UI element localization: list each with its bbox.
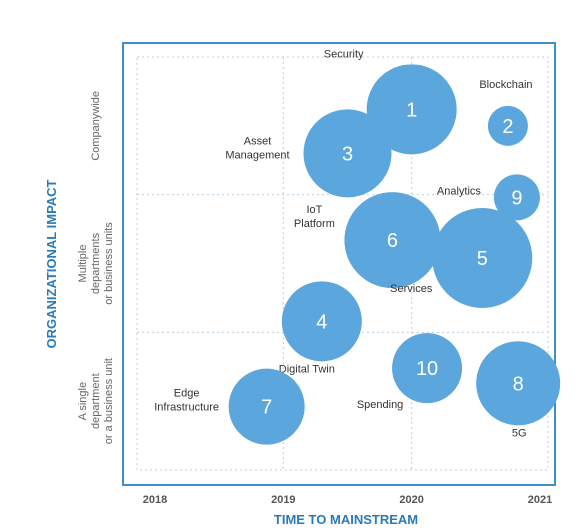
bubble-number: 3 xyxy=(342,143,353,165)
x-tick-label: 2019 xyxy=(271,494,295,506)
bubble-label: 5G xyxy=(512,427,527,439)
y-band-label-line: A single xyxy=(77,382,89,421)
bubble-2: 2 Blockchain xyxy=(479,79,533,146)
bubble-6: 6 IoT Platform xyxy=(294,192,441,289)
bubble-label: Spending xyxy=(357,399,404,411)
bubble-number: 4 xyxy=(316,311,327,333)
y-axis-title: ORGANIZATIONAL IMPACT xyxy=(44,179,59,348)
bubble-label: Security xyxy=(324,48,364,60)
bubble-number: 10 xyxy=(416,358,438,380)
bubble-7: 7 Edge Infrastructure xyxy=(154,368,305,445)
bubble-number: 7 xyxy=(261,397,272,419)
y-band-label: Companywide xyxy=(90,91,102,161)
y-band-label: Multiple departments or business units xyxy=(77,222,115,305)
y-band-label-line: or business units xyxy=(103,222,115,305)
x-tick-labels: 2018 2019 2020 2021 xyxy=(143,494,552,506)
bubble-4: 4 Digital Twin xyxy=(279,281,362,375)
y-band-label-line: Companywide xyxy=(90,91,102,161)
grid-border xyxy=(136,56,549,471)
bubble-number: 6 xyxy=(387,230,398,252)
bubble-label: IoT Platform xyxy=(294,204,335,230)
x-tick-label: 2018 xyxy=(143,494,167,506)
y-band-labels: A single department or a business unit Mult… xyxy=(77,91,115,444)
bubble-label: Blockchain xyxy=(479,79,532,91)
y-band-label-line: departments xyxy=(90,232,102,294)
bubble-label: Services xyxy=(390,283,433,295)
bubble-label: Asset Management xyxy=(225,135,289,161)
bubble-number: 1 xyxy=(406,99,417,121)
y-band-label-line: or a business unit xyxy=(103,358,115,444)
bubble-label: Digital Twin xyxy=(279,363,335,375)
bubble-label: Analytics xyxy=(437,185,482,197)
bubble-circle xyxy=(487,105,528,146)
bubble-circle xyxy=(493,174,540,221)
bubble-9: 9 Analytics xyxy=(437,174,540,221)
x-tick-label: 2021 xyxy=(528,494,552,506)
x-axis-title: TIME TO MAINSTREAM xyxy=(274,512,418,527)
bubble-10: 10 Spending xyxy=(357,333,463,411)
bubble-circle xyxy=(392,333,463,404)
bubble-circle xyxy=(344,192,441,289)
bubble-number: 9 xyxy=(511,187,522,209)
bubble-circle xyxy=(432,207,533,308)
y-band-label-line: Multiple xyxy=(77,245,89,283)
bubble-circle xyxy=(476,341,561,426)
x-tick-label: 2020 xyxy=(399,494,423,506)
bubble-number: 5 xyxy=(477,248,488,270)
bubble-1: 1 Security xyxy=(324,48,457,155)
y-band-label: A single department or a business unit xyxy=(77,358,115,444)
bubbles: 1 Security 2 Blockchain 3 Asset Management 9 Ana… xyxy=(154,48,561,445)
y-band-label-line: department xyxy=(90,373,102,429)
bubble-circle xyxy=(281,281,362,362)
bubble-label: Edge Infrastructure xyxy=(154,388,219,414)
bubble-circle xyxy=(228,368,305,445)
bubble-3: 3 Asset Management xyxy=(225,109,392,198)
bubble-circle xyxy=(303,109,392,198)
plot-frame xyxy=(122,42,556,486)
bubble-number: 8 xyxy=(513,373,524,395)
bubble-5: 5 Services xyxy=(390,207,533,308)
bubble-8: 8 5G xyxy=(476,341,561,439)
bubble-number: 2 xyxy=(502,116,513,138)
bubble-circle xyxy=(366,64,457,155)
